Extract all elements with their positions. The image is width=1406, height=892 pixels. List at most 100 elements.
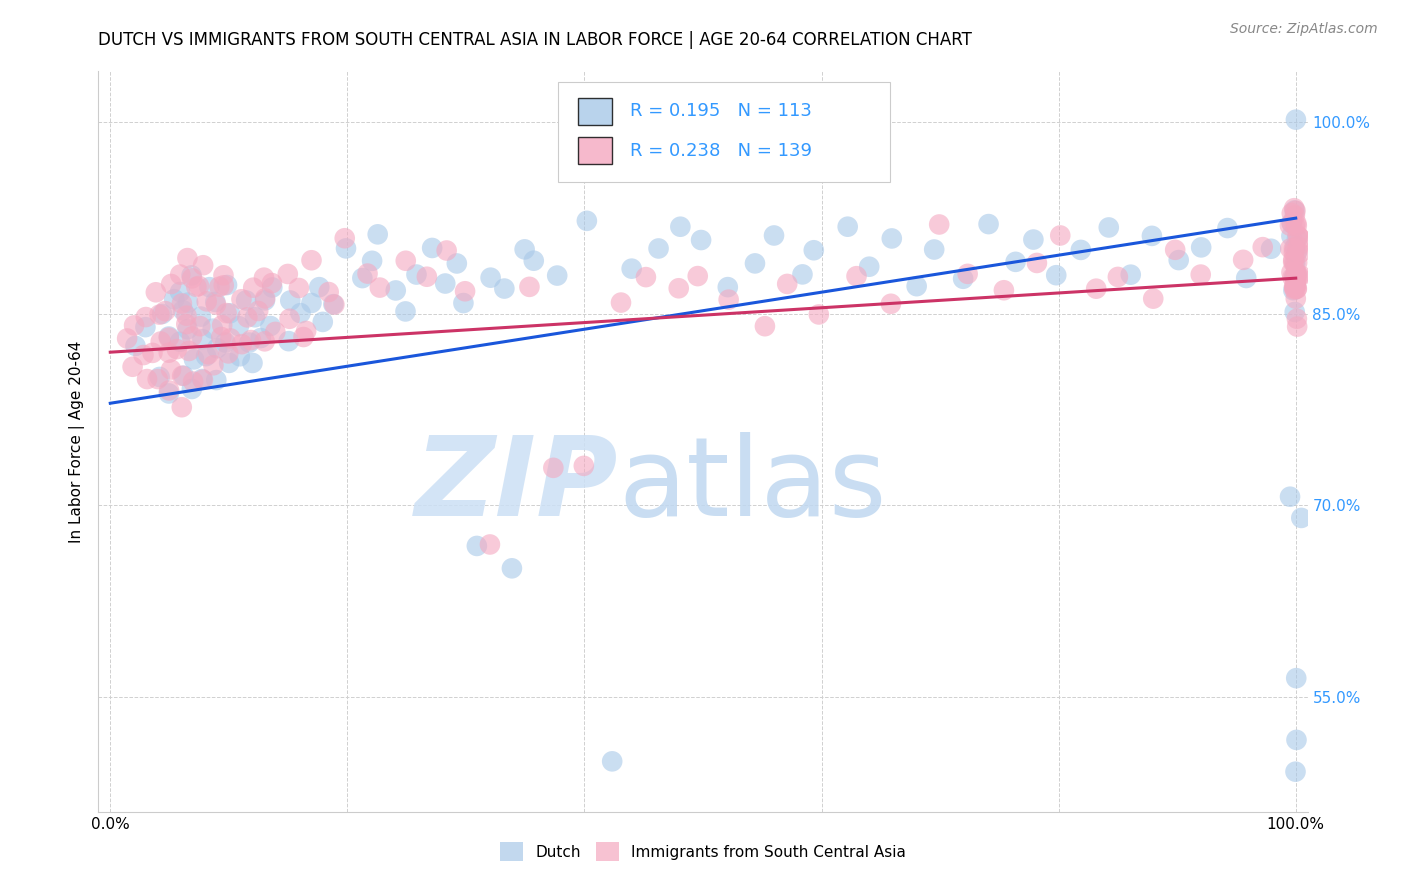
Point [1284, 269, 1306, 284]
Point [136, 372, 159, 386]
Point [253, 334, 276, 349]
Point [1285, 267, 1308, 281]
Point [453, 296, 475, 310]
Point [1284, 256, 1306, 270]
Point [610, 295, 633, 310]
Point [215, 306, 238, 320]
Point [173, 368, 195, 383]
Point [141, 346, 163, 360]
Point [494, 281, 516, 295]
Point [149, 370, 172, 384]
Point [157, 331, 180, 345]
Point [176, 322, 198, 336]
Point [205, 373, 228, 387]
Point [368, 280, 391, 294]
Point [238, 335, 260, 350]
Point [1284, 283, 1306, 297]
Point [1281, 265, 1303, 279]
Text: atlas: atlas [619, 433, 887, 540]
Point [218, 356, 240, 370]
Point [1286, 228, 1309, 243]
Point [145, 285, 167, 300]
Point [1284, 241, 1306, 255]
Point [219, 331, 242, 345]
Point [465, 539, 488, 553]
Point [312, 315, 335, 329]
Point [188, 279, 211, 293]
Point [1189, 268, 1212, 282]
Point [1281, 216, 1303, 230]
Point [1234, 271, 1257, 285]
Point [1285, 231, 1308, 245]
Point [717, 280, 740, 294]
Point [352, 271, 374, 285]
Point [1281, 216, 1303, 230]
Point [1288, 229, 1310, 244]
Point [717, 293, 740, 307]
Point [115, 331, 138, 345]
Point [181, 329, 204, 343]
Point [191, 373, 214, 387]
Point [1049, 228, 1071, 243]
Point [335, 241, 357, 255]
Point [1289, 232, 1312, 246]
Point [1285, 269, 1308, 284]
Point [1284, 219, 1306, 233]
Point [215, 278, 238, 293]
Point [157, 384, 180, 398]
Text: DUTCH VS IMMIGRANTS FROM SOUTH CENTRAL ASIA IN LABOR FORCE | AGE 20-64 CORRELATI: DUTCH VS IMMIGRANTS FROM SOUTH CENTRAL A… [98, 31, 973, 49]
Point [180, 382, 202, 396]
Point [176, 309, 198, 323]
Point [1251, 240, 1274, 254]
Point [290, 306, 312, 320]
Point [880, 297, 903, 311]
Point [308, 280, 330, 294]
Point [1288, 269, 1310, 284]
Point [572, 458, 595, 473]
Point [1285, 282, 1308, 296]
Point [600, 755, 623, 769]
Point [1285, 273, 1308, 287]
Point [807, 308, 830, 322]
Point [157, 386, 180, 401]
Point [277, 334, 299, 348]
Point [1167, 253, 1189, 268]
Point [1119, 268, 1142, 282]
Point [231, 292, 253, 306]
Point [1164, 243, 1187, 257]
Point [172, 303, 194, 318]
Point [1284, 305, 1306, 319]
FancyBboxPatch shape [558, 82, 890, 183]
Point [1285, 265, 1308, 279]
Point [228, 319, 250, 334]
Point [172, 368, 194, 383]
Point [170, 401, 193, 415]
Point [1282, 242, 1305, 256]
FancyBboxPatch shape [578, 98, 613, 125]
Point [1022, 233, 1045, 247]
Point [146, 372, 169, 386]
Point [952, 272, 974, 286]
Point [195, 349, 218, 363]
Point [858, 260, 880, 274]
Point [181, 375, 204, 389]
Point [181, 271, 204, 285]
Point [1286, 244, 1309, 258]
Point [1285, 311, 1308, 326]
Point [1004, 255, 1026, 269]
Point [253, 270, 276, 285]
Point [262, 280, 284, 294]
Point [259, 318, 281, 333]
Point [277, 267, 299, 281]
Point [634, 270, 657, 285]
Point [356, 267, 378, 281]
Point [1279, 242, 1302, 256]
Point [1284, 269, 1306, 284]
Point [260, 276, 283, 290]
Point [420, 241, 443, 255]
Point [217, 346, 239, 360]
Point [394, 304, 416, 318]
Point [249, 331, 271, 345]
Point [744, 256, 766, 270]
Point [121, 359, 143, 374]
